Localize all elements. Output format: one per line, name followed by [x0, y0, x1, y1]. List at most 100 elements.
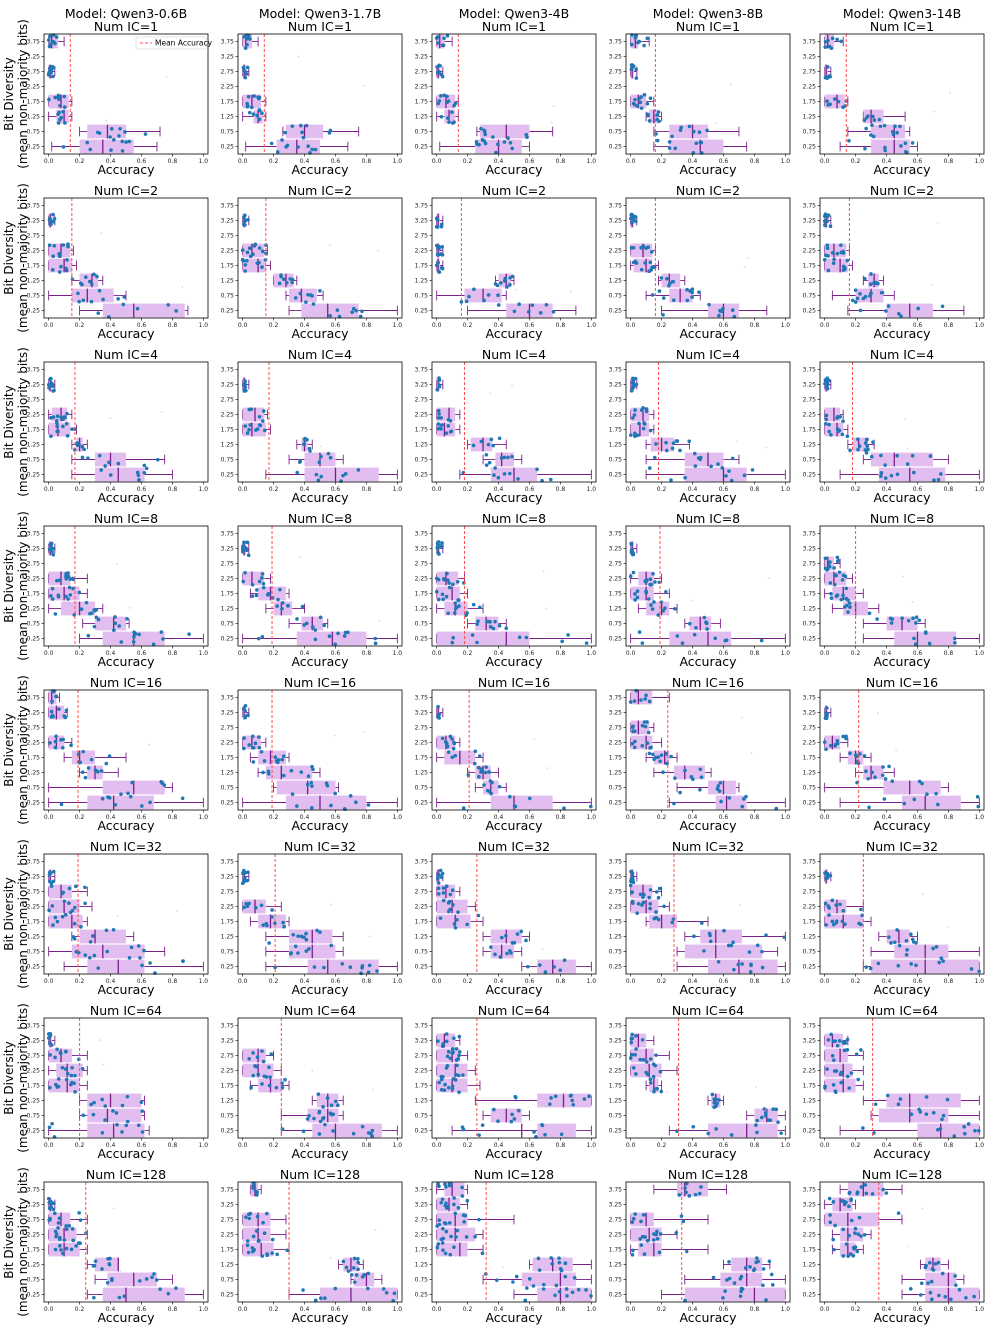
data-point [246, 870, 250, 875]
data-point [349, 1273, 354, 1277]
data-point [293, 944, 298, 949]
y-tick-label: 3.75 [27, 203, 41, 210]
data-point [642, 720, 647, 724]
outlier-point [102, 1063, 105, 1066]
data-point [669, 754, 673, 759]
y-tick-label: 0.75 [27, 949, 41, 956]
data-point [717, 313, 721, 318]
data-point [83, 775, 88, 780]
data-point [327, 131, 332, 135]
data-point [62, 1238, 67, 1242]
data-point [270, 596, 275, 600]
x-tick-label: 0.6 [137, 650, 147, 657]
data-point [450, 1051, 454, 1056]
x-tick-label: 1.0 [199, 978, 209, 985]
y-tick-label: 0.75 [415, 949, 429, 956]
x-tick-label: 0.4 [494, 1142, 504, 1149]
data-point [502, 472, 507, 476]
data-point [367, 963, 372, 968]
data-point [693, 1192, 698, 1197]
y-tick-label: 0.25 [415, 1292, 429, 1299]
data-point [61, 890, 66, 895]
data-point [447, 1221, 452, 1225]
data-point [59, 415, 63, 420]
panel-title: Num IC=32 [672, 839, 744, 854]
y-tick-label: 3.75 [803, 1023, 817, 1030]
data-point [151, 642, 156, 647]
data-point [254, 1229, 259, 1233]
data-point [280, 757, 285, 762]
data-point [243, 379, 248, 384]
data-point [90, 611, 94, 615]
data-point [540, 1122, 544, 1127]
x-tick-label: 0.6 [525, 978, 535, 985]
y-tick-label: 1.25 [415, 606, 429, 613]
data-point [50, 1043, 54, 1047]
axes-frame [819, 1017, 985, 1139]
data-point [838, 1072, 843, 1077]
data-point [661, 313, 665, 317]
data-point [637, 421, 641, 426]
data-point [766, 1118, 771, 1122]
x-tick-label: 0.2 [75, 486, 85, 493]
x-tick-label: 0.4 [882, 650, 892, 657]
outlier-point [743, 266, 746, 269]
data-point [482, 783, 486, 787]
y-tick-label: 0.75 [221, 621, 235, 628]
data-point [654, 890, 659, 894]
data-point [51, 552, 56, 557]
data-point [840, 919, 845, 924]
y-tick-label: 0.75 [27, 1277, 41, 1284]
box [708, 959, 778, 974]
y-tick-label: 2.25 [415, 248, 429, 255]
data-point [564, 1287, 569, 1291]
data-point [441, 597, 445, 602]
data-point [558, 968, 562, 973]
data-point [895, 928, 899, 932]
data-point [498, 955, 503, 959]
data-point [256, 1072, 261, 1077]
y-tick-label: 2.25 [803, 412, 817, 419]
data-point [654, 1053, 658, 1057]
y-tick-label: 3.75 [415, 39, 429, 46]
y-tick-label: 2.25 [803, 248, 817, 255]
data-point [749, 963, 753, 968]
x-tick-label: 0.6 [913, 814, 923, 821]
data-point [77, 1057, 81, 1062]
y-tick-label: 3.25 [27, 1038, 41, 1045]
data-point [434, 216, 439, 221]
data-point [450, 737, 454, 741]
data-point [180, 796, 185, 801]
y-tick-label: 2.75 [221, 1053, 235, 1060]
x-axis-label: Accuracy [873, 654, 931, 669]
y-tick-label: 2.75 [221, 397, 235, 404]
x-axis-label: Accuracy [291, 490, 349, 505]
x-tick-label: 1.0 [587, 486, 597, 493]
data-point [436, 704, 440, 709]
y-tick-label: 2.25 [27, 412, 41, 419]
outlier-point [297, 55, 300, 58]
data-point [828, 581, 833, 585]
y-tick-label: 0.25 [609, 1128, 623, 1135]
x-tick-label: 0.8 [944, 814, 954, 821]
data-point [674, 1230, 679, 1235]
data-point [126, 791, 130, 796]
box [917, 1123, 980, 1138]
data-point [61, 424, 65, 429]
panel-title: Num IC=8 [94, 511, 158, 526]
data-point [69, 1247, 74, 1252]
x-tick-label: 1.0 [199, 650, 209, 657]
data-point [57, 1216, 62, 1221]
data-point [510, 454, 514, 459]
data-point [828, 224, 833, 229]
data-point [628, 700, 633, 704]
data-point [56, 121, 61, 125]
data-point [242, 219, 247, 223]
data-point [115, 1122, 119, 1127]
x-tick-label: 0.0 [44, 650, 54, 657]
data-point [352, 1280, 357, 1284]
data-point [81, 298, 86, 303]
data-point [439, 875, 444, 880]
y-tick-label: 0.25 [415, 308, 429, 315]
y-tick-label: 1.75 [609, 1083, 623, 1090]
